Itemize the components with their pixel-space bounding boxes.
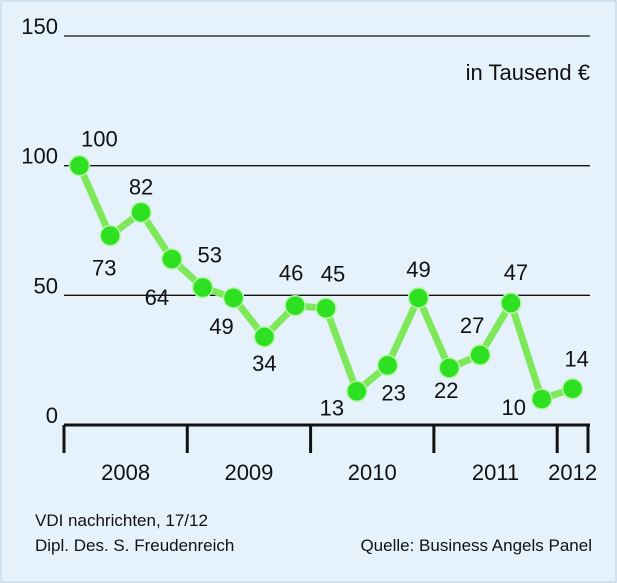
marker	[376, 354, 399, 377]
data-label: 73	[92, 256, 116, 281]
data-label: 82	[129, 174, 153, 199]
marker	[191, 276, 214, 299]
data-label: 13	[320, 395, 344, 420]
marker	[99, 224, 121, 247]
marker	[130, 201, 152, 224]
data-label: 10	[502, 395, 526, 420]
data-label: 14	[564, 347, 588, 372]
marker	[561, 377, 584, 400]
marker	[222, 287, 245, 309]
data-label: 34	[252, 351, 276, 376]
marker	[68, 154, 91, 177]
marker	[500, 292, 522, 314]
marker	[161, 248, 183, 270]
data-label: 46	[279, 261, 303, 286]
data-label: 53	[197, 243, 221, 268]
y-tick-label: 0	[46, 403, 58, 428]
marker	[346, 380, 368, 403]
y-tick-label: 100	[21, 144, 58, 169]
x-group-label: 2012	[548, 460, 597, 485]
marker	[407, 287, 430, 309]
x-group-label: 2008	[101, 460, 150, 485]
marker	[469, 344, 491, 366]
source: Quelle: Business Angels Panel	[360, 536, 592, 555]
data-label: 45	[321, 261, 345, 286]
data-label: 23	[381, 380, 405, 405]
data-label: 100	[81, 127, 118, 152]
data-label: 27	[460, 313, 484, 338]
x-group-label: 2009	[224, 460, 273, 485]
marker	[253, 326, 276, 348]
marker	[531, 388, 553, 410]
data-label: 47	[504, 260, 528, 285]
marker	[315, 297, 337, 320]
y-tick-label: 150	[21, 14, 58, 39]
publication: VDI nachrichten, 17/12	[35, 511, 208, 530]
data-label: 49	[406, 257, 430, 282]
data-label: 22	[434, 378, 458, 403]
x-group-label: 2011	[472, 460, 519, 485]
y-tick-label: 50	[34, 273, 58, 298]
x-group-label: 2010	[348, 460, 397, 485]
marker	[284, 294, 306, 317]
unit-label: in Tausend €	[466, 60, 590, 85]
data-label: 64	[145, 285, 169, 310]
marker	[438, 357, 461, 379]
data-label: 49	[209, 314, 233, 339]
designer: Dipl. Des. S. Freudenreich	[35, 536, 234, 555]
